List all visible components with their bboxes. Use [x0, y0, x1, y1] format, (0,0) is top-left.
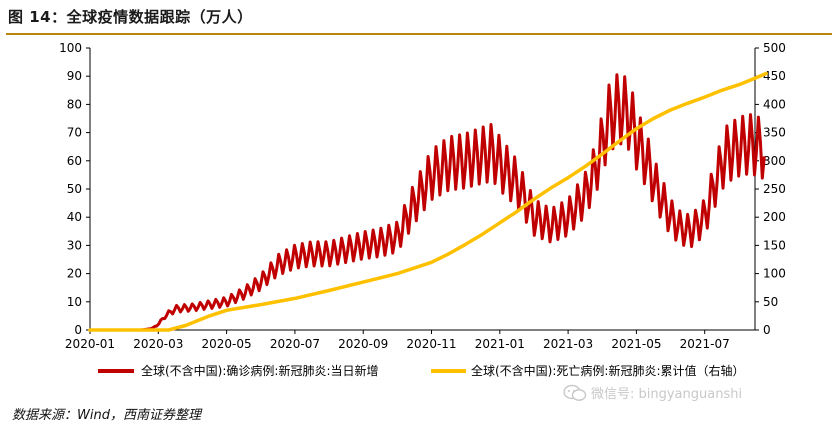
watermark: 微信号: bingyanguanshi [563, 383, 742, 402]
left-tick-label: 50 [67, 182, 82, 196]
x-tick-label: 2020-05 [202, 337, 252, 351]
left-tick-label: 90 [67, 69, 82, 83]
legend: 全球(不含中国):确诊病例:新冠肺炎:当日新增 全球(不含中国):死亡病例:新冠… [98, 363, 745, 378]
x-tick-label: 2021-05 [611, 337, 661, 351]
line-daily-new-cases [90, 73, 766, 332]
left-tick-label: 10 [67, 295, 82, 309]
left-tick-label: 0 [74, 323, 82, 337]
line-cumulative-deaths [88, 71, 768, 332]
x-tick-label: 2021-01 [475, 337, 525, 351]
x-tick-label: 2020-07 [270, 337, 320, 351]
series-daily-new-cases [90, 73, 766, 332]
right-tick-label: 350 [763, 126, 786, 140]
x-tick-label: 2020-01 [65, 337, 115, 351]
right-tick-label: 300 [763, 154, 786, 168]
left-tick-label: 100 [59, 41, 82, 55]
legend-label-cumulative: 全球(不含中国):死亡病例:新冠肺炎:累计值（右轴） [471, 363, 745, 378]
title-divider [6, 33, 832, 35]
right-tick-label: 50 [763, 295, 778, 309]
left-tick-label: 60 [67, 154, 82, 168]
legend-label-daily: 全球(不含中国):确诊病例:新冠肺炎:当日新增 [141, 363, 379, 378]
right-tick-label: 250 [763, 182, 786, 196]
x-tick-label: 2021-03 [543, 337, 593, 351]
right-tick-label: 450 [763, 69, 786, 83]
right-tick-label: 0 [763, 323, 771, 337]
x-tick-label: 2021-07 [680, 337, 730, 351]
x-tick-label: 2020-11 [406, 337, 456, 351]
axes: 0 10 20 30 40 50 60 70 80 90 100 0 50 100 150 200 250 300… [59, 41, 786, 351]
source-note: 数据来源：Wind，西南证券整理 [12, 408, 201, 423]
watermark-text: 微信号: bingyanguanshi [591, 387, 743, 402]
x-tick-label: 2020-09 [338, 337, 388, 351]
right-tick-label: 200 [763, 210, 786, 224]
right-tick-label: 500 [763, 41, 786, 55]
x-tick-label: 2020-03 [133, 337, 183, 351]
series-cumulative-deaths [88, 71, 768, 332]
left-tick-label: 80 [67, 97, 82, 111]
wechat-icon [563, 384, 587, 402]
right-tick-label: 100 [763, 267, 786, 281]
chart-title: 图 14：全球疫情数据跟踪（万人） [8, 8, 253, 26]
left-tick-label: 40 [67, 210, 82, 224]
left-tick-label: 30 [67, 238, 82, 252]
left-tick-label: 20 [67, 267, 82, 281]
right-tick-label: 400 [763, 97, 786, 111]
right-tick-label: 150 [763, 238, 786, 252]
left-tick-label: 70 [67, 126, 82, 140]
